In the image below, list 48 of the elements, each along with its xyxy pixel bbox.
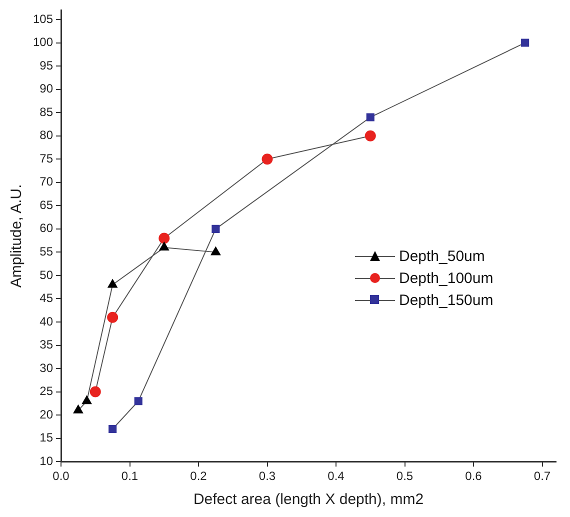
y-tick-label: 100 — [32, 35, 54, 50]
point — [108, 424, 117, 434]
y-tick-label: 25 — [40, 384, 54, 398]
y-tick-label: 105 — [32, 12, 54, 26]
point — [158, 232, 170, 244]
point — [262, 154, 273, 165]
legend-label: Depth_100um — [399, 270, 494, 286]
y-axis-title: Amplitude, A.U. — [8, 184, 26, 288]
point — [108, 279, 118, 288]
y-tick-label: 15 — [40, 430, 54, 445]
x-tick-label: 0.6 — [465, 469, 482, 484]
legend-label: Depth_150um — [399, 292, 494, 308]
y-tick-label: 95 — [40, 58, 54, 72]
y-tick-label: 80 — [40, 128, 54, 142]
x-tick-label: 0.4 — [328, 469, 345, 484]
x-tick-label: 0.0 — [52, 469, 70, 484]
point — [134, 397, 142, 406]
y-tick-label: 20 — [40, 407, 54, 422]
point — [366, 113, 374, 122]
x-tick-label: 0.1 — [121, 469, 138, 484]
point — [159, 242, 169, 251]
point — [212, 224, 220, 233]
y-tick-label: 70 — [40, 174, 54, 189]
y-tick-label: 35 — [40, 338, 54, 352]
point — [90, 386, 101, 398]
point — [73, 404, 84, 414]
y-tick-label: 75 — [40, 151, 54, 166]
x-tick-label: 0.5 — [396, 469, 414, 484]
legend-label: Depth_50um — [399, 248, 485, 264]
y-tick-label: 60 — [40, 221, 54, 236]
y-tick-label: 50 — [40, 268, 54, 282]
x-tick-label: 0.7 — [534, 469, 551, 484]
x-tick-label: 0.2 — [190, 469, 208, 484]
point — [364, 130, 376, 142]
y-tick-label: 55 — [40, 244, 54, 258]
point — [107, 312, 118, 323]
x-tick-label: 0.3 — [258, 469, 276, 484]
y-tick-label: 10 — [40, 454, 54, 468]
y-tick-label: 40 — [40, 314, 54, 328]
y-tick-label: 30 — [40, 360, 54, 375]
y-tick-label: 85 — [40, 104, 54, 119]
y-tick-label: 45 — [40, 291, 54, 306]
point — [210, 246, 221, 256]
point — [521, 38, 530, 47]
point — [82, 396, 92, 404]
y-tick-label: 65 — [40, 198, 54, 212]
x-axis-title: Defect area (length X depth), mm2 — [193, 491, 424, 508]
y-tick-label: 90 — [40, 82, 54, 96]
